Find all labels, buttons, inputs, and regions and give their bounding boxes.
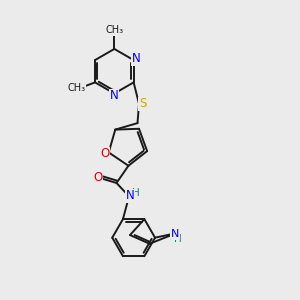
Text: O: O: [94, 170, 103, 184]
Text: N: N: [171, 230, 179, 239]
Text: N: N: [132, 52, 140, 65]
Text: CH₃: CH₃: [68, 83, 86, 93]
Text: N: N: [126, 189, 135, 202]
Text: N: N: [110, 89, 119, 102]
Text: O: O: [100, 147, 110, 161]
Text: S: S: [139, 97, 146, 110]
Text: H: H: [132, 188, 140, 198]
Text: H: H: [175, 234, 182, 244]
Text: CH₃: CH₃: [105, 25, 123, 35]
